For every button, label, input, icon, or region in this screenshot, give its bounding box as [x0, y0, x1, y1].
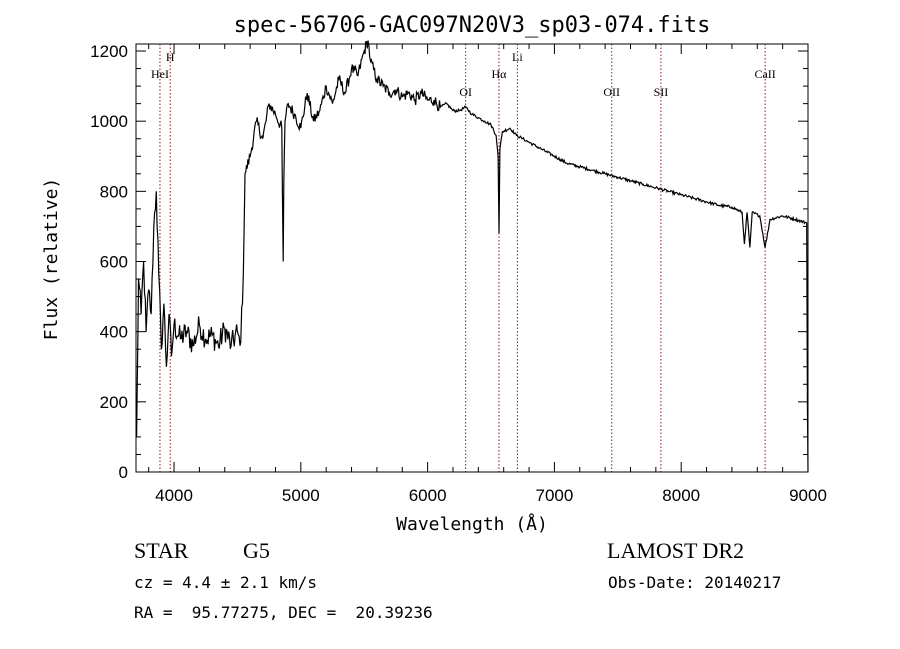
- marker-label-1: H: [166, 50, 175, 64]
- chart-title: spec-56706-GAC097N20V3_sp03-074.fits: [234, 13, 711, 38]
- marker-label-6: SII: [654, 85, 669, 99]
- y-axis-label: Flux (relative): [41, 178, 62, 341]
- marker-label-3: Hα: [492, 67, 508, 81]
- y-tick-label-5: 1000: [90, 112, 128, 131]
- plot-frame: [135, 43, 809, 473]
- survey-name: LAMOST DR2: [607, 538, 745, 563]
- marker-label-7: CaII: [754, 67, 775, 81]
- x-tick-label-4: 8000: [662, 486, 700, 505]
- coordinates: RA = 95.77275, DEC = 20.39236: [134, 603, 433, 622]
- y-tick-label-6: 1200: [90, 42, 128, 61]
- y-tick-label-4: 800: [100, 182, 128, 201]
- x-tick-label-0: 4000: [155, 486, 193, 505]
- x-axis-label: Wavelength (Å): [396, 513, 548, 535]
- x-tick-label-2: 6000: [409, 486, 447, 505]
- y-axis-ticks: 0 200 400 600 800 1000 1200: [90, 42, 808, 482]
- y-tick-label-3: 600: [100, 253, 128, 272]
- x-tick-label-3: 7000: [536, 486, 574, 505]
- y-tick-label-2: 400: [100, 323, 128, 342]
- y-tick-label-0: 0: [119, 463, 128, 482]
- object-type: STAR: [134, 538, 189, 563]
- marker-label-5: OII: [603, 85, 620, 99]
- spectral-line-markers: HeI H OI Hα Li OII SII CaII: [151, 44, 776, 472]
- spectrum-line: [136, 40, 809, 473]
- spectral-class: G5: [243, 538, 270, 563]
- x-tick-label-5: 9000: [789, 486, 827, 505]
- velocity-readout: cz = 4.4 ± 2.1 km/s: [134, 573, 318, 592]
- obs-date: Obs-Date: 20140217: [608, 573, 782, 592]
- marker-label-0: HeI: [151, 67, 169, 81]
- y-tick-label-1: 200: [100, 393, 128, 412]
- x-axis-ticks: 4000 5000 6000 7000 8000 9000: [148, 44, 827, 505]
- x-tick-label-1: 5000: [282, 486, 320, 505]
- marker-label-4: Li: [512, 50, 523, 64]
- marker-label-2: OI: [459, 85, 472, 99]
